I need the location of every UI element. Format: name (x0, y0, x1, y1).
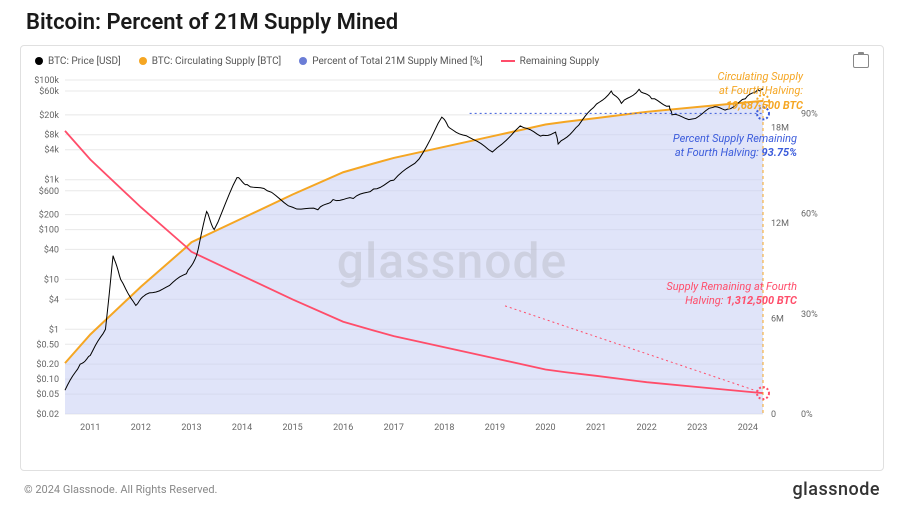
svg-text:$8k: $8k (44, 130, 59, 141)
svg-text:2013: 2013 (181, 423, 201, 433)
screenshot-icon[interactable] (853, 54, 869, 68)
svg-text:90%: 90% (801, 109, 818, 119)
legend-price-dot (35, 57, 43, 65)
legend-pct: Percent of Total 21M Supply Mined [%] (299, 56, 482, 67)
svg-text:2016: 2016 (333, 423, 353, 433)
svg-text:$4k: $4k (44, 145, 59, 156)
copyright: © 2024 Glassnode. All Rights Reserved. (24, 483, 217, 496)
svg-text:$0.02: $0.02 (36, 409, 59, 420)
svg-text:60%: 60% (801, 210, 818, 220)
chart-svg: 2011 2012 2013 2014 2015 2016 2017 2018 2019 2020… (21, 76, 841, 436)
svg-text:$1: $1 (49, 324, 59, 335)
svg-text:2014: 2014 (232, 423, 252, 433)
svg-text:2011: 2011 (80, 423, 100, 433)
svg-text:2018: 2018 (434, 423, 454, 433)
svg-text:$600: $600 (39, 186, 59, 197)
svg-text:$100: $100 (39, 225, 59, 236)
svg-text:0: 0 (771, 410, 776, 420)
legend-remain-dash (501, 60, 515, 62)
svg-text:$20k: $20k (39, 110, 59, 121)
plot-area[interactable]: 2011 2012 2013 2014 2015 2016 2017 2018 2019 2020… (21, 76, 883, 446)
svg-text:$0.20: $0.20 (36, 359, 59, 370)
legend-remain: Remaining Supply (501, 56, 600, 67)
chart-card: BTC: Price [USD] BTC: Circulating Supply… (20, 45, 884, 471)
svg-text:0%: 0% (801, 410, 813, 420)
svg-text:2015: 2015 (282, 423, 302, 433)
legend-circ-dot (139, 57, 147, 65)
legend-pct-dot (299, 57, 307, 65)
legend-pct-label: Percent of Total 21M Supply Mined [%] (312, 56, 482, 67)
svg-text:$200: $200 (39, 210, 59, 221)
svg-text:30%: 30% (801, 310, 818, 320)
svg-text:2023: 2023 (687, 423, 707, 433)
legend-circ-label: BTC: Circulating Supply [BTC] (152, 56, 282, 67)
svg-text:$0.10: $0.10 (36, 374, 59, 385)
svg-text:2017: 2017 (384, 423, 404, 433)
svg-text:12M: 12M (771, 219, 789, 229)
svg-text:$0.50: $0.50 (36, 339, 59, 350)
brand-logo: glassnode (792, 479, 880, 500)
svg-text:2024: 2024 (738, 423, 758, 433)
svg-text:2022: 2022 (637, 423, 657, 433)
svg-text:$0.05: $0.05 (36, 389, 59, 400)
svg-text:$4: $4 (49, 294, 59, 305)
footer: © 2024 Glassnode. All Rights Reserved. g… (20, 471, 884, 500)
svg-text:2021: 2021 (586, 423, 606, 433)
legend-price: BTC: Price [USD] (35, 56, 121, 67)
svg-text:2020: 2020 (535, 423, 555, 433)
annotation-supply-remain: Supply Remaining at FourthHalving: 1,312… (666, 280, 797, 309)
svg-text:2012: 2012 (131, 423, 151, 433)
page-title: Bitcoin: Percent of 21M Supply Mined (26, 10, 884, 35)
svg-text:$10: $10 (44, 274, 59, 285)
legend-remain-label: Remaining Supply (520, 56, 600, 67)
svg-text:$40: $40 (44, 244, 59, 255)
legend-circ: BTC: Circulating Supply [BTC] (139, 56, 282, 67)
svg-text:$1k: $1k (44, 175, 59, 186)
svg-text:2019: 2019 (485, 423, 505, 433)
annotation-circ-supply: Circulating Supplyat Fourth Halving:19,6… (718, 70, 803, 113)
legend-price-label: BTC: Price [USD] (48, 56, 121, 67)
svg-text:6M: 6M (771, 315, 784, 325)
svg-text:$60k: $60k (39, 86, 59, 97)
svg-text:$100k: $100k (34, 76, 59, 86)
annotation-pct-remain: Percent Supply Remainingat Fourth Halvin… (673, 132, 797, 161)
